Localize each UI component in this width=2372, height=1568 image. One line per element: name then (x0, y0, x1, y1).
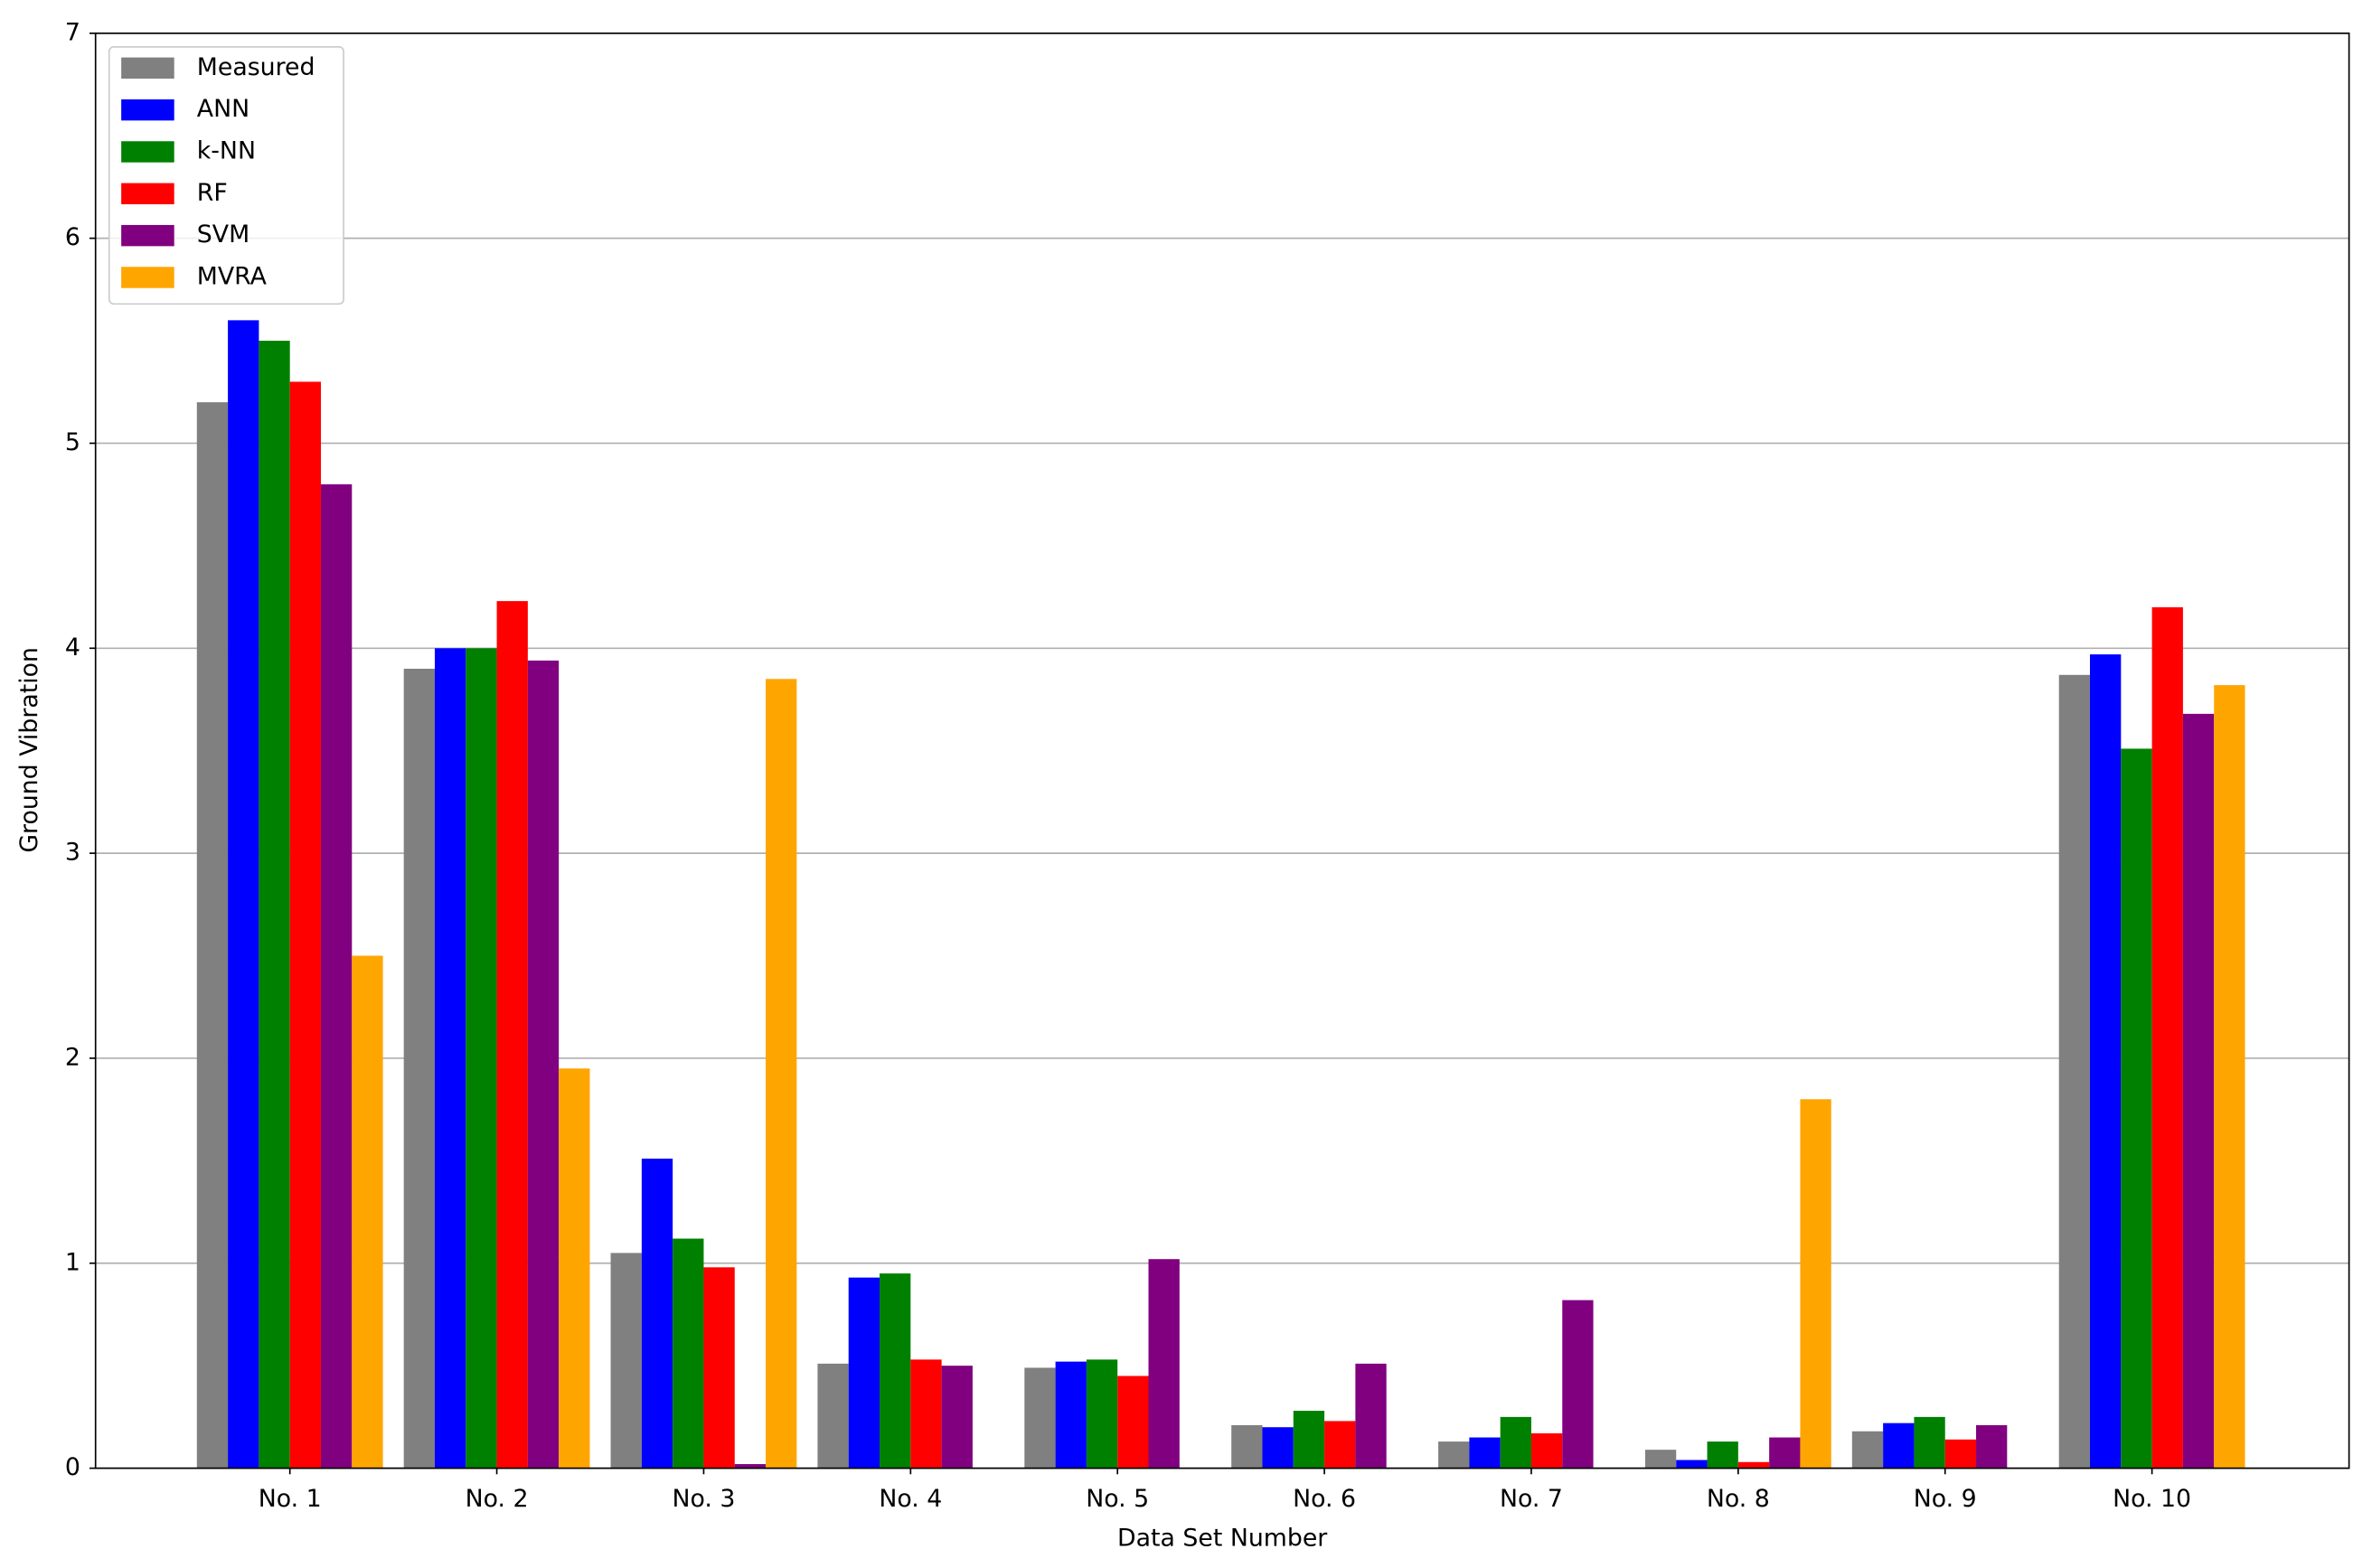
y-tick-label: 5 (65, 428, 80, 456)
bar (1148, 1259, 1180, 1469)
bar (1644, 1450, 1677, 1469)
bar (496, 601, 528, 1469)
legend-swatch (121, 183, 174, 205)
bar (1707, 1441, 1738, 1469)
bar (1324, 1421, 1356, 1469)
bar (1262, 1427, 1294, 1469)
bar (466, 648, 497, 1469)
bar (766, 679, 797, 1469)
bar (2058, 674, 2091, 1469)
bar (320, 484, 353, 1469)
y-axis-label: Ground Vibration (15, 647, 43, 853)
bar (1024, 1367, 1056, 1469)
bar (1676, 1460, 1708, 1469)
bar (352, 955, 383, 1469)
bar (289, 381, 321, 1469)
y-tick-label: 4 (65, 634, 80, 662)
bar (1117, 1376, 1149, 1469)
bar (2090, 654, 2122, 1469)
bar (641, 1159, 673, 1469)
bar (2121, 748, 2152, 1469)
legend-swatch (121, 224, 174, 247)
bar (1355, 1363, 1387, 1469)
bar (559, 1068, 590, 1469)
legend-label: ANN (197, 95, 249, 123)
bar (228, 320, 259, 1469)
bar (734, 1464, 767, 1469)
bar (1883, 1422, 1915, 1469)
bar (2214, 685, 2245, 1469)
x-tick-label: No. 9 (1914, 1485, 1977, 1513)
bar (1851, 1431, 1884, 1469)
x-axis-label: Data Set Number (1117, 1525, 1327, 1553)
legend-label: RF (197, 179, 228, 207)
bar (1976, 1424, 2008, 1469)
bar (1737, 1461, 1770, 1469)
x-tick-label: No. 2 (466, 1485, 529, 1513)
bar (403, 668, 435, 1469)
y-tick-label: 1 (65, 1248, 80, 1276)
bar (2151, 606, 2183, 1469)
legend-label: MVRA (197, 263, 268, 291)
bar (673, 1238, 704, 1469)
bar (2182, 713, 2215, 1469)
x-tick-label: No. 5 (1086, 1485, 1149, 1513)
bar (910, 1359, 942, 1469)
legend-swatch (121, 99, 174, 121)
legend-label: SVM (197, 221, 249, 249)
plot-frame (94, 32, 2350, 1469)
y-tick-label: 7 (65, 18, 80, 46)
bar (1562, 1300, 1594, 1469)
x-tick-label: No. 3 (672, 1485, 735, 1513)
bar (880, 1273, 911, 1469)
bar (941, 1366, 973, 1469)
bar (196, 402, 229, 1469)
x-tick-label: No. 10 (2113, 1485, 2191, 1513)
bar (527, 660, 560, 1469)
bar (1438, 1441, 1470, 1469)
bar (1469, 1437, 1501, 1469)
legend-swatch (121, 57, 174, 80)
legend-swatch (121, 141, 174, 163)
y-tick-label: 3 (65, 839, 80, 867)
x-tick-label: No. 6 (1293, 1485, 1356, 1513)
bar (1530, 1433, 1563, 1469)
bar (817, 1363, 849, 1469)
y-tick-label: 0 (65, 1453, 80, 1481)
legend-swatch (121, 267, 174, 288)
x-tick-label: No. 8 (1707, 1485, 1770, 1513)
bar (1944, 1439, 1977, 1469)
y-tick-label: 2 (65, 1043, 80, 1071)
x-tick-label: No. 7 (1500, 1485, 1563, 1513)
bar (434, 648, 466, 1469)
bar (1500, 1416, 1531, 1469)
x-tick-label: No. 4 (879, 1485, 942, 1513)
y-tick-label: 6 (65, 223, 80, 251)
bar (1293, 1411, 1325, 1469)
bar (848, 1277, 880, 1469)
bar (610, 1253, 642, 1469)
bar (1800, 1099, 1831, 1469)
legend-label: k-NN (197, 136, 256, 164)
x-tick-label: No. 1 (259, 1485, 322, 1513)
legend-label: Measured (197, 53, 315, 81)
bar (1769, 1437, 1801, 1469)
bar (1086, 1359, 1118, 1469)
bar (259, 341, 290, 1469)
bar (1231, 1424, 1263, 1469)
bar (1055, 1361, 1087, 1469)
bar (703, 1267, 735, 1469)
bar (1914, 1416, 1945, 1469)
